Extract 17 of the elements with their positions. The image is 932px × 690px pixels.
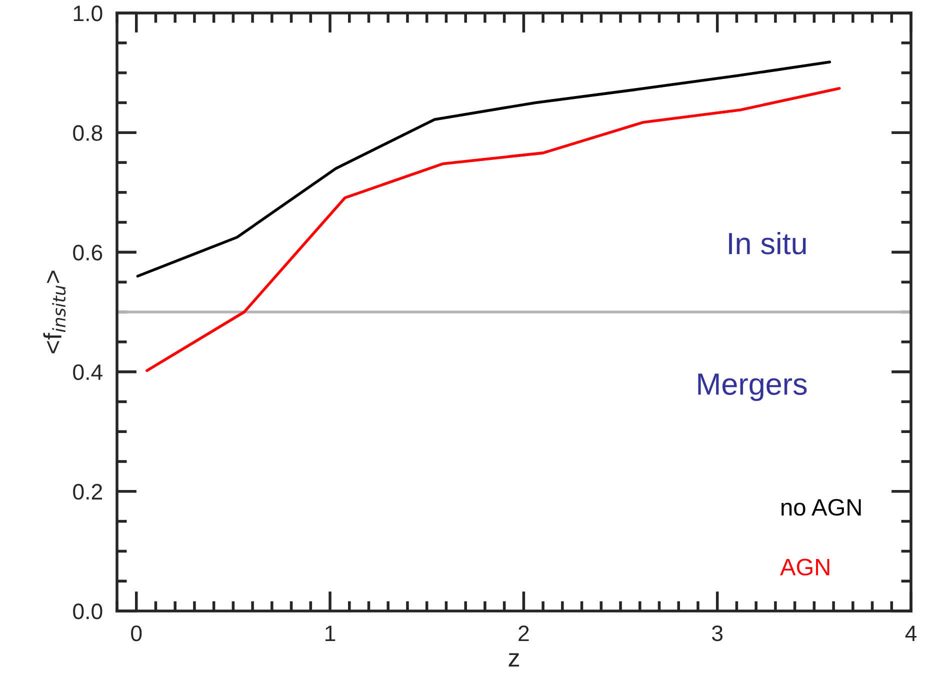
y-tick-label: 0.0 — [73, 604, 102, 620]
x-tick-label: 2 — [518, 625, 529, 641]
text: no AGN — [782, 498, 861, 516]
x-axis-title: z — [508, 653, 520, 666]
y-tick-label: 0.4 — [73, 364, 102, 380]
y-tick-label: 1.0 — [74, 6, 102, 22]
x-tick-label: 3 — [712, 625, 723, 642]
annotation: In situ — [729, 232, 806, 254]
y-tick-label: 0.2 — [73, 484, 102, 500]
annotation: Mergers — [698, 374, 807, 401]
x-tick-label: 1 — [326, 626, 336, 641]
y-tick-label: 0.6 — [73, 244, 102, 260]
y-tick-label: 0.8 — [73, 125, 102, 141]
x-tick-label: 4 — [905, 626, 917, 641]
text: AGN — [780, 558, 830, 576]
x-tick-label: 0 — [131, 625, 142, 642]
y-axis-title: <f$_{insitu}$> — [43, 270, 66, 354]
